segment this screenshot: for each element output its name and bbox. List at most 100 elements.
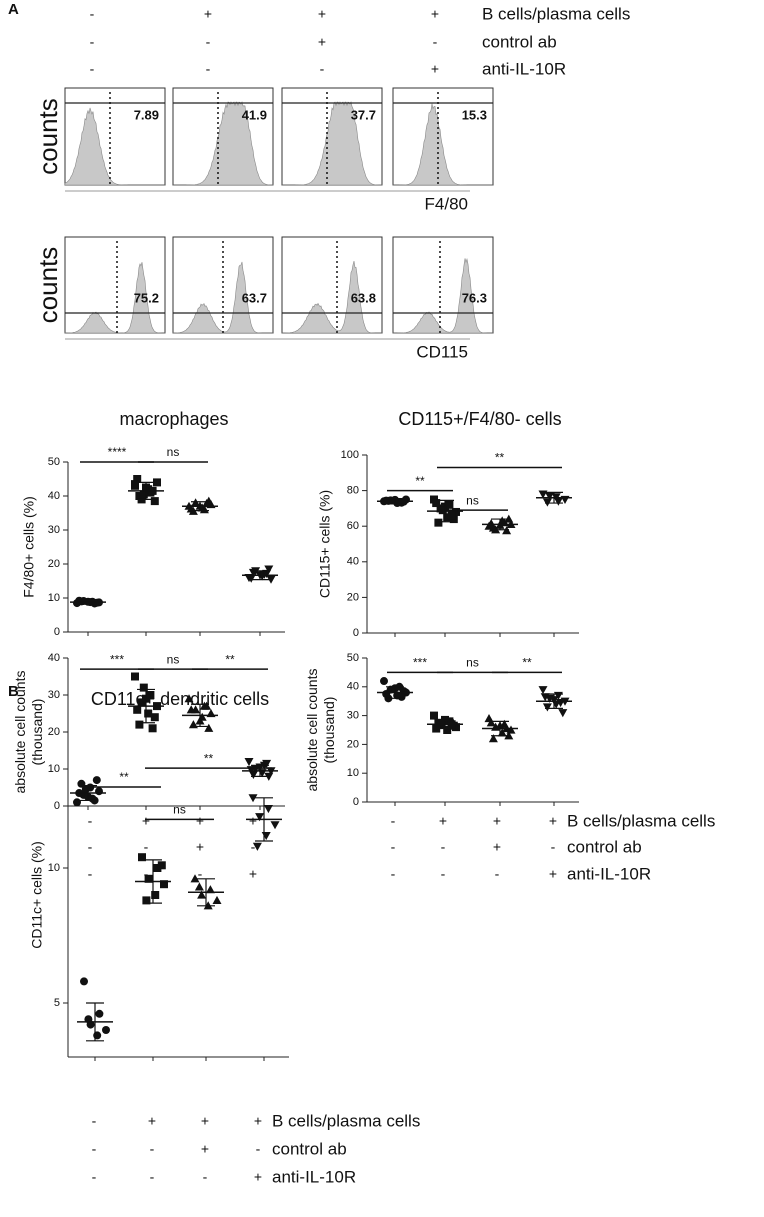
data-point — [382, 690, 391, 698]
condition-sign: + — [493, 813, 501, 829]
condition-sign: - — [495, 866, 500, 882]
y-tick-label: 0 — [353, 796, 359, 808]
significance-label: ns — [466, 493, 479, 507]
y-tick-label: 30 — [48, 524, 60, 536]
condition-sign: + — [431, 61, 439, 77]
chart-title: CD115+/F4/80- cells — [398, 409, 561, 429]
data-point — [142, 896, 151, 905]
y-tick-label: 10 — [48, 862, 60, 874]
condition-sign: - — [88, 839, 93, 855]
error-bar — [79, 785, 97, 802]
data-point — [540, 693, 550, 702]
data-point — [157, 861, 166, 870]
condition-sign: + — [201, 1141, 209, 1157]
data-point — [190, 874, 200, 883]
condition-sign: + — [254, 1113, 262, 1129]
data-point — [194, 882, 204, 891]
data-point — [430, 711, 438, 720]
significance-label: ** — [522, 656, 532, 670]
data-point — [270, 821, 280, 830]
flow-histogram — [281, 261, 382, 334]
condition-sign: + — [439, 813, 447, 829]
data-point — [184, 694, 194, 703]
flow-y-label: counts — [33, 247, 63, 324]
y-axis-label: absolute cell counts — [304, 669, 320, 792]
chart-title: macrophages — [119, 409, 228, 429]
condition-label: anti-IL-10R — [482, 59, 566, 78]
data-point — [447, 511, 456, 520]
significance-label: ns — [173, 803, 186, 817]
error-bar — [545, 491, 563, 504]
condition-sign: - — [206, 61, 211, 77]
data-point — [153, 478, 161, 487]
error-bar — [436, 499, 454, 523]
data-point — [246, 574, 256, 583]
flow-panel — [281, 236, 383, 334]
condition-label: B cells/plasma cells — [567, 811, 715, 830]
condition-sign: - — [92, 1141, 97, 1157]
condition-sign: - — [88, 813, 93, 829]
data-point — [95, 1009, 104, 1018]
y-tick-label: 0 — [54, 626, 60, 638]
significance-label: *** — [110, 652, 124, 666]
error-bar — [386, 686, 404, 699]
gate-value: 15.3 — [462, 107, 487, 122]
y-tick-label: 20 — [347, 591, 359, 603]
data-point — [244, 758, 254, 767]
data-point — [202, 498, 212, 508]
data-point — [150, 497, 159, 506]
data-point — [212, 895, 222, 904]
data-point — [264, 565, 274, 574]
data-point — [80, 977, 88, 986]
data-point — [445, 500, 454, 509]
flow-histogram — [64, 107, 165, 186]
data-point — [160, 880, 168, 889]
flow-x-label: F4/80 — [425, 194, 468, 213]
data-point — [186, 705, 196, 714]
error-bar — [144, 859, 162, 904]
condition-sign: + — [431, 6, 439, 22]
condition-sign: - — [441, 839, 446, 855]
y-tick-label: 80 — [347, 485, 359, 497]
condition-sign: - — [88, 866, 93, 882]
gate-value: 37.7 — [351, 107, 376, 122]
y-tick-label: 20 — [48, 726, 60, 738]
y-tick-label: 30 — [48, 689, 60, 701]
condition-sign: - — [92, 1113, 97, 1129]
y-tick-label: 60 — [347, 520, 359, 532]
condition-sign: - — [433, 34, 438, 50]
data-point — [151, 891, 160, 899]
condition-sign: - — [551, 839, 556, 855]
error-bar — [436, 719, 454, 730]
error-bar — [491, 720, 509, 737]
data-point — [95, 787, 103, 796]
data-point — [205, 885, 215, 894]
data-point — [545, 492, 555, 501]
significance-label: ** — [119, 770, 129, 784]
data-point — [139, 683, 148, 692]
y-tick-label: 0 — [353, 627, 359, 639]
gate-value: 63.7 — [242, 290, 267, 305]
flow-y-label: counts — [33, 98, 63, 175]
significance-label: ** — [225, 652, 235, 666]
condition-label: B cells/plasma cells — [482, 4, 630, 23]
gate-value: 75.2 — [134, 290, 159, 305]
y-axis-label: F4/80+ cells (%) — [21, 496, 37, 598]
gate-value: 41.9 — [242, 107, 267, 122]
data-point — [486, 519, 496, 528]
panel-label: A — [8, 1, 19, 18]
data-point — [133, 705, 142, 714]
flow-histogram — [173, 101, 274, 186]
y-tick-label: 100 — [341, 449, 359, 461]
condition-sign: + — [549, 866, 557, 882]
condition-sign: + — [148, 1113, 156, 1129]
condition-sign: - — [90, 61, 95, 77]
condition-sign: - — [144, 839, 149, 855]
significance-label: ** — [495, 451, 505, 465]
data-point — [138, 853, 146, 862]
y-tick-label: 10 — [347, 767, 359, 779]
y-axis-label: CD115+ cells (%) — [317, 490, 333, 598]
data-point — [397, 692, 406, 701]
condition-sign: - — [90, 6, 95, 22]
error-bar — [386, 498, 404, 505]
